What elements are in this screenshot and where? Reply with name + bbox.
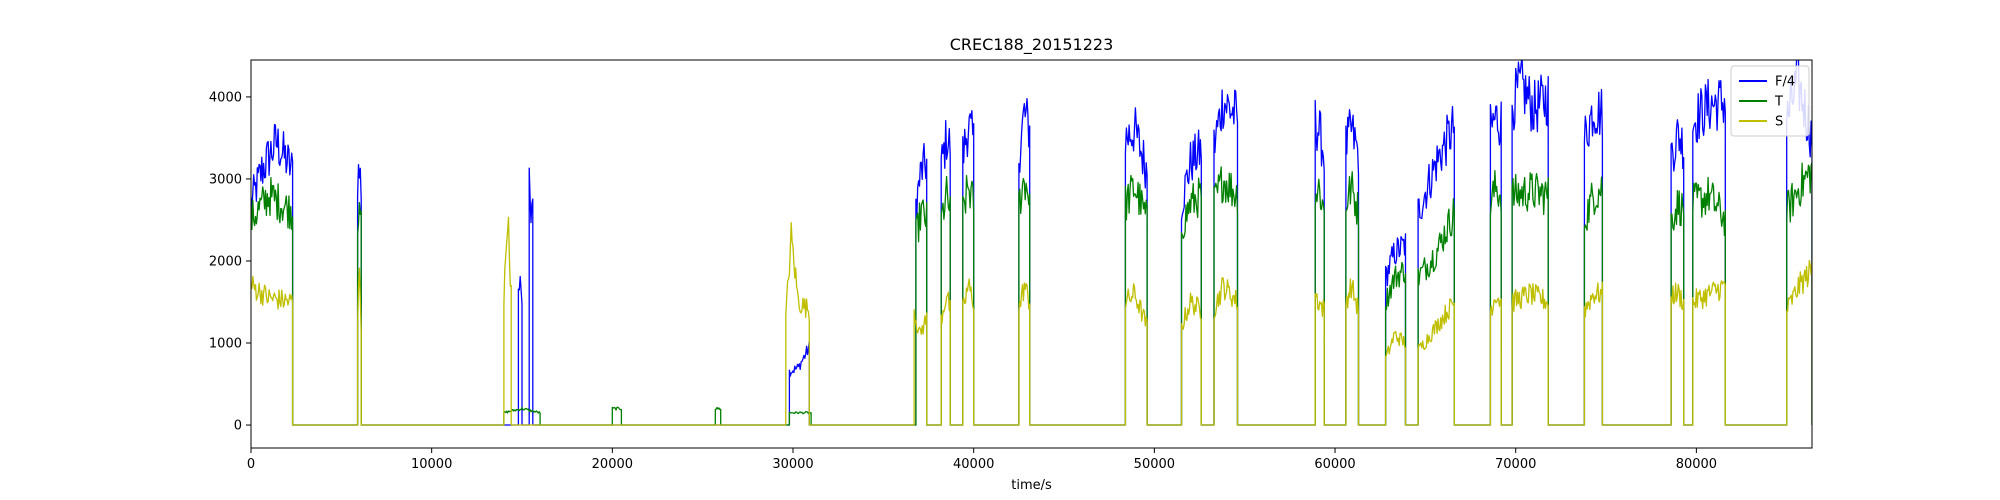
chart-title: CREC188_20151223 bbox=[950, 35, 1114, 55]
x-tick-label: 70000 bbox=[1495, 457, 1536, 472]
x-tick-label: 50000 bbox=[1134, 457, 1175, 472]
series-t-line bbox=[251, 162, 1812, 426]
legend: F/4 TS bbox=[1730, 65, 1810, 137]
x-tick-label: 60000 bbox=[1314, 457, 1355, 472]
x-tick-label: 0 bbox=[247, 457, 255, 472]
y-tick-label: 0 bbox=[234, 419, 242, 434]
series-f4-line bbox=[251, 60, 1812, 426]
x-tick-label: 80000 bbox=[1676, 457, 1717, 472]
legend-label: S bbox=[1775, 115, 1783, 130]
legend-label: T bbox=[1774, 95, 1783, 110]
x-tick-label: 40000 bbox=[953, 457, 994, 472]
plot-area bbox=[251, 60, 1812, 426]
x-axis-label: time/s bbox=[1011, 478, 1052, 493]
x-tick-label: 20000 bbox=[592, 457, 633, 472]
x-tick-label: 30000 bbox=[772, 457, 813, 472]
y-tick-label: 2000 bbox=[209, 254, 242, 269]
y-tick-label: 3000 bbox=[209, 172, 242, 187]
series-s-line bbox=[251, 216, 1812, 426]
legend-label: F/4 bbox=[1775, 75, 1795, 90]
y-tick-label: 1000 bbox=[209, 337, 242, 352]
x-tick-label: 10000 bbox=[411, 457, 452, 472]
axes: 0 10000 20000 30000 40000 50000 60000 70000 8000… bbox=[209, 59, 1813, 472]
y-tick-label: 4000 bbox=[209, 90, 242, 105]
